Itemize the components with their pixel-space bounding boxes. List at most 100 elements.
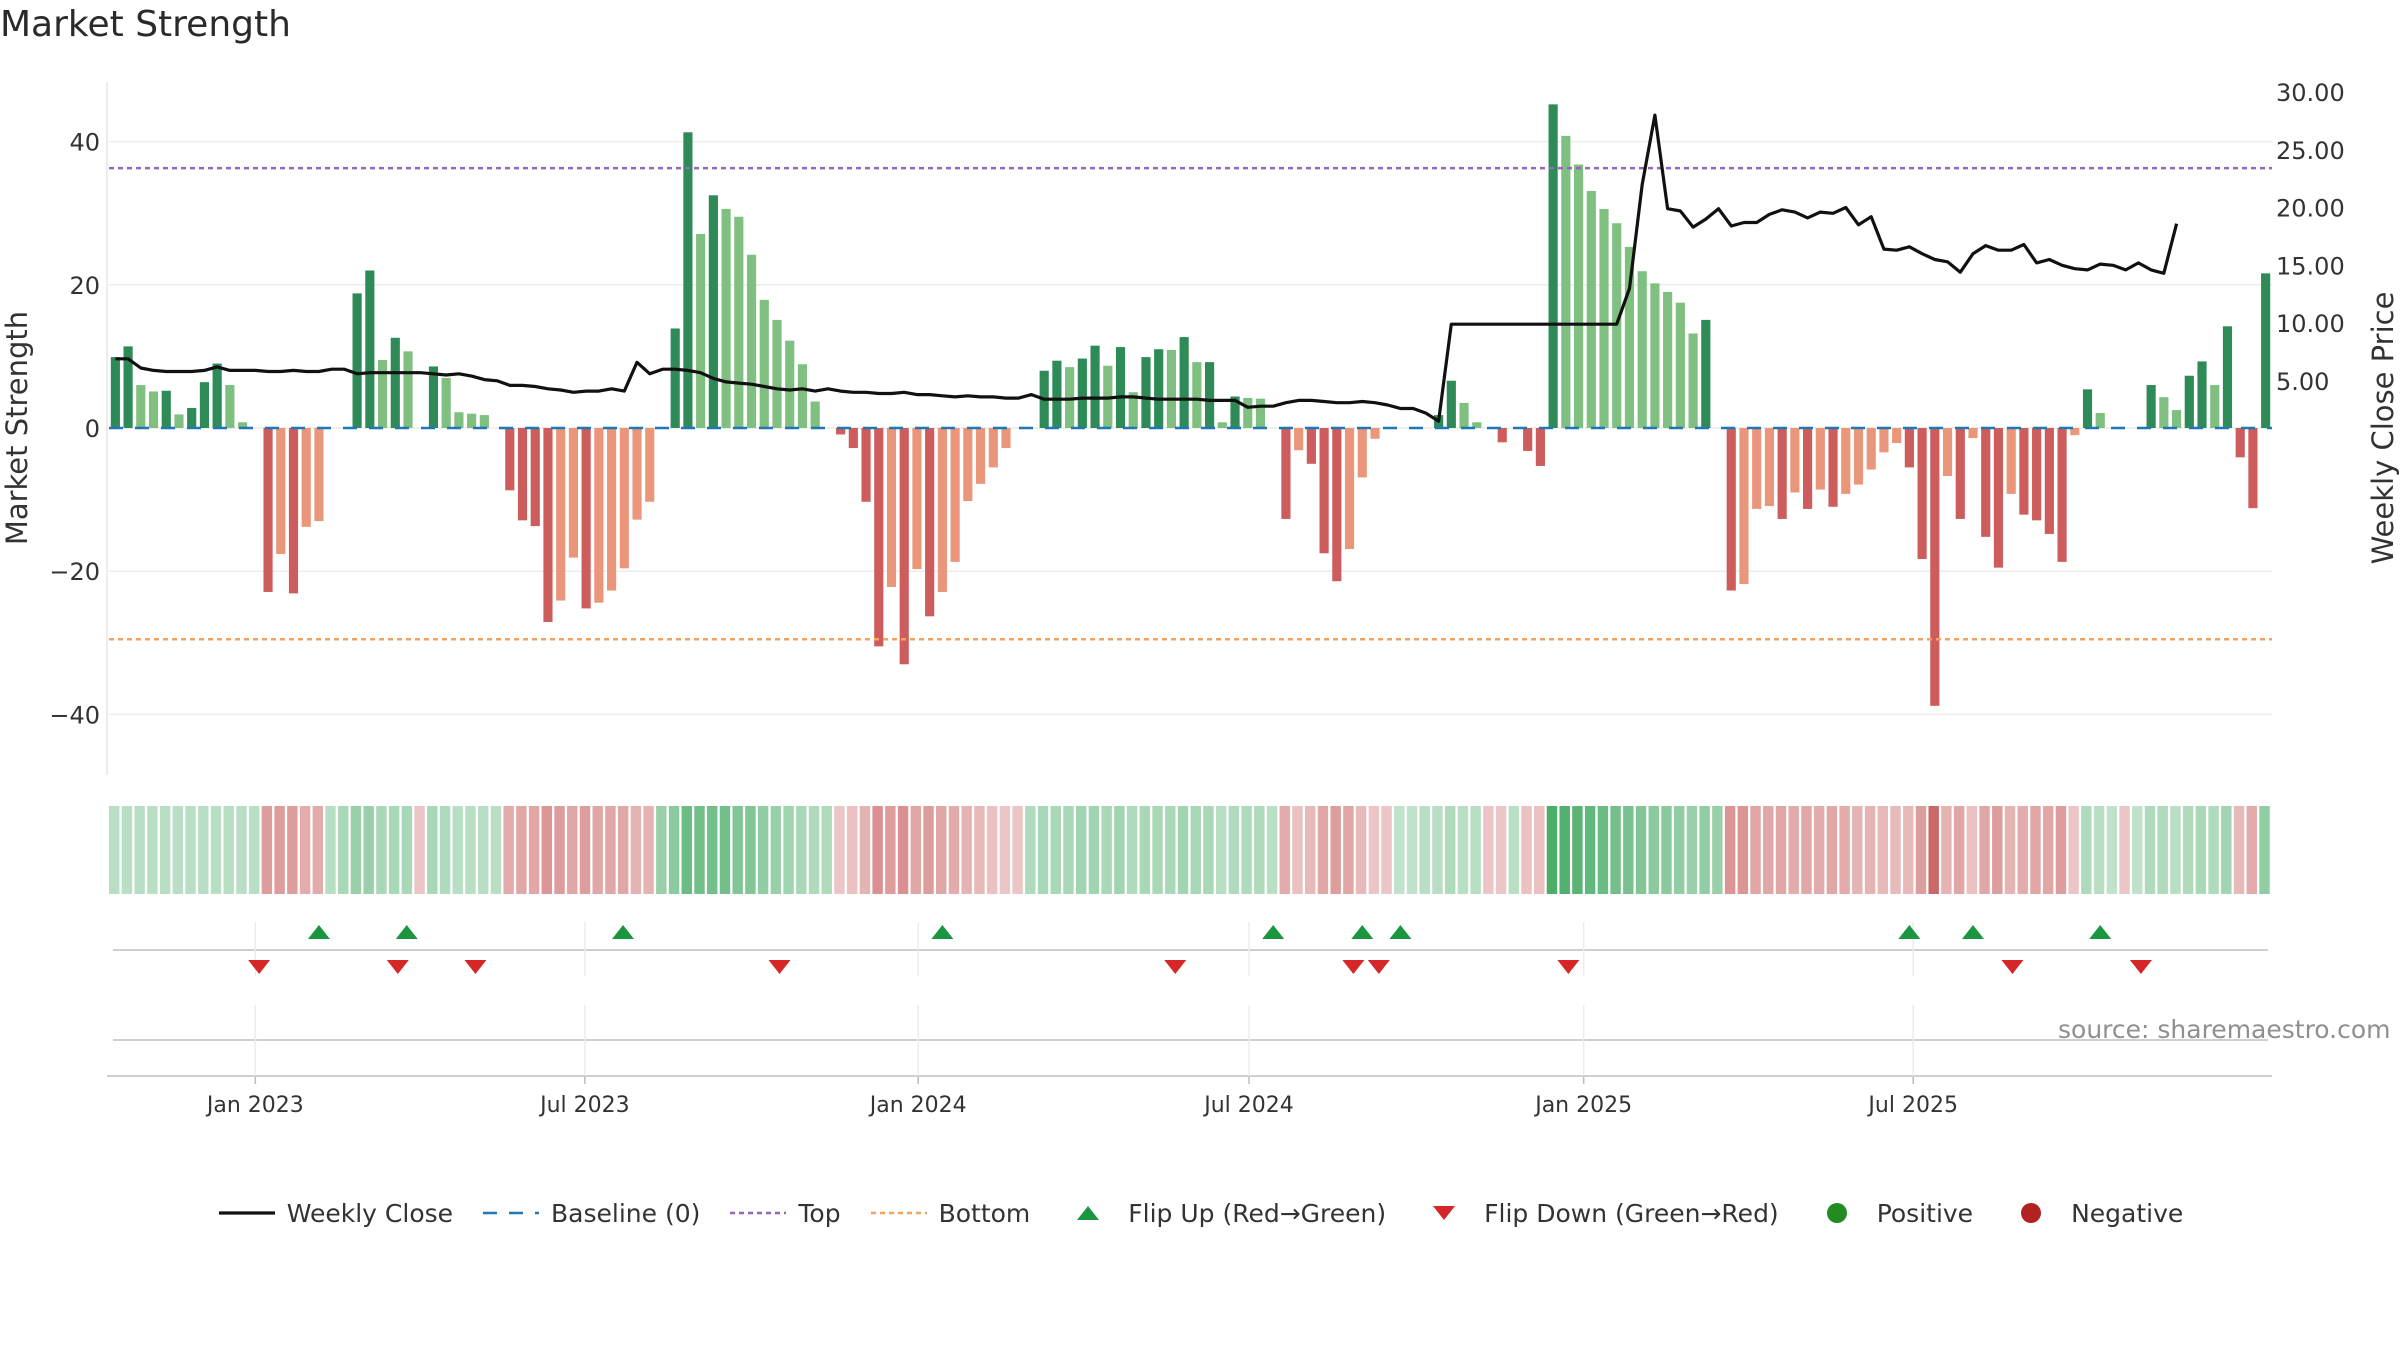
regime-cell xyxy=(1330,806,1341,894)
regime-cell xyxy=(1114,806,1125,894)
legend-label: Flip Down (Green→Red) xyxy=(1484,1198,1779,1228)
regime-cell xyxy=(1775,806,1787,894)
regime-cell xyxy=(808,806,820,894)
strength-bar xyxy=(1561,135,1571,428)
legend-label: Top xyxy=(798,1198,841,1228)
regime-cell xyxy=(630,806,642,894)
strength-bar xyxy=(263,428,273,592)
strength-bar xyxy=(556,428,566,601)
strength-bar xyxy=(925,428,935,617)
regime-cell xyxy=(477,806,489,894)
strength-bar xyxy=(1294,428,1304,451)
regime-cell xyxy=(452,806,463,894)
regime-cell xyxy=(1648,806,1659,894)
regime-cell xyxy=(1864,806,1876,894)
flip-up-marker xyxy=(612,925,635,939)
regime-cell xyxy=(1992,806,2003,894)
regime-cell xyxy=(1737,806,1749,894)
regime-cell xyxy=(1572,806,1583,894)
strength-bar xyxy=(2159,397,2169,428)
regime-cell xyxy=(1152,806,1163,894)
regime-cell xyxy=(757,806,769,894)
regime-cell xyxy=(1534,806,1545,894)
strength-bar xyxy=(619,428,629,569)
regime-cell xyxy=(134,806,145,894)
strength-bar xyxy=(1344,428,1355,550)
strength-bar xyxy=(1637,271,1647,428)
regime-cell xyxy=(2017,806,2028,894)
y2-tick-label: 25.00 xyxy=(2276,137,2345,165)
strength-bar xyxy=(2171,410,2182,428)
strength-bar xyxy=(1535,428,1545,466)
strength-bar xyxy=(1955,428,1965,519)
regime-cell xyxy=(1406,806,1418,894)
strength-bar xyxy=(1599,208,1609,428)
regime-cell xyxy=(1101,806,1112,894)
regime-cell xyxy=(783,806,794,894)
regime-cell xyxy=(707,806,718,894)
strength-bar xyxy=(1306,428,1316,464)
regime-cell xyxy=(592,806,603,894)
strength-bars xyxy=(110,104,2271,706)
strength-bar xyxy=(632,428,642,520)
strength-bar xyxy=(2095,412,2105,428)
strength-bar xyxy=(1930,428,1940,706)
regime-cell xyxy=(656,806,667,894)
strength-bar xyxy=(110,357,120,428)
strength-bar xyxy=(441,377,451,428)
strength-bar xyxy=(1624,246,1635,428)
weekly-close-layer xyxy=(115,113,2179,423)
strength-bar xyxy=(517,428,528,521)
regime-cell xyxy=(1381,806,1392,894)
regime-cell xyxy=(1546,806,1558,894)
regime-cell xyxy=(974,806,985,894)
regime-cell xyxy=(1903,806,1914,894)
regime-cell xyxy=(1228,806,1240,894)
regime-cell xyxy=(2208,806,2219,894)
strength-bar xyxy=(975,428,986,484)
regime-cell xyxy=(1941,806,1952,894)
regime-cell xyxy=(2157,806,2168,894)
regime-cell xyxy=(1050,806,1061,894)
strength-bar xyxy=(314,428,324,522)
strength-bar xyxy=(1166,349,1176,428)
regime-cell xyxy=(1394,806,1405,894)
regime-cell xyxy=(2081,806,2092,894)
regime-cell xyxy=(859,806,871,894)
strength-bar xyxy=(288,428,299,594)
reference-lines xyxy=(109,166,2272,641)
regime-cell xyxy=(986,806,998,894)
strength-bar xyxy=(963,428,973,502)
strength-bar xyxy=(2235,428,2245,458)
regime-cell xyxy=(1177,806,1189,894)
x-tick-label: Jul 2024 xyxy=(1202,1093,1294,1118)
legend-label: Flip Up (Red→Green) xyxy=(1128,1198,1387,1228)
regime-cell xyxy=(2221,806,2232,894)
regime-cell xyxy=(414,806,425,894)
legend-label: Weekly Close xyxy=(286,1198,454,1228)
strength-bar xyxy=(1523,428,1533,451)
strength-bar xyxy=(1968,428,1978,439)
flip-down-marker xyxy=(2129,960,2152,974)
strength-bar xyxy=(848,428,858,449)
strength-bar xyxy=(1892,428,1902,444)
regime-cell xyxy=(274,806,285,894)
y2-tick-label: 20.00 xyxy=(2276,195,2345,223)
regime-cell xyxy=(1368,806,1380,894)
y-tick-label: 40 xyxy=(69,129,100,157)
strength-bar xyxy=(2057,428,2067,562)
legend-item: Baseline (0) xyxy=(481,1198,700,1228)
regime-cell xyxy=(668,806,680,894)
regime-cell xyxy=(1788,806,1799,894)
y-tick-label: 0 xyxy=(85,415,100,443)
regime-cell xyxy=(1521,806,1532,894)
strength-bar xyxy=(937,428,947,592)
legend-symbol xyxy=(1826,1203,1847,1223)
regime-cell xyxy=(1012,806,1023,894)
regime-cell xyxy=(172,806,184,894)
regime-cell xyxy=(1139,806,1151,894)
regime-cell xyxy=(1699,806,1710,894)
strength-bar xyxy=(2019,428,2029,515)
strength-bar xyxy=(148,391,159,428)
strength-bar xyxy=(1803,428,1813,509)
